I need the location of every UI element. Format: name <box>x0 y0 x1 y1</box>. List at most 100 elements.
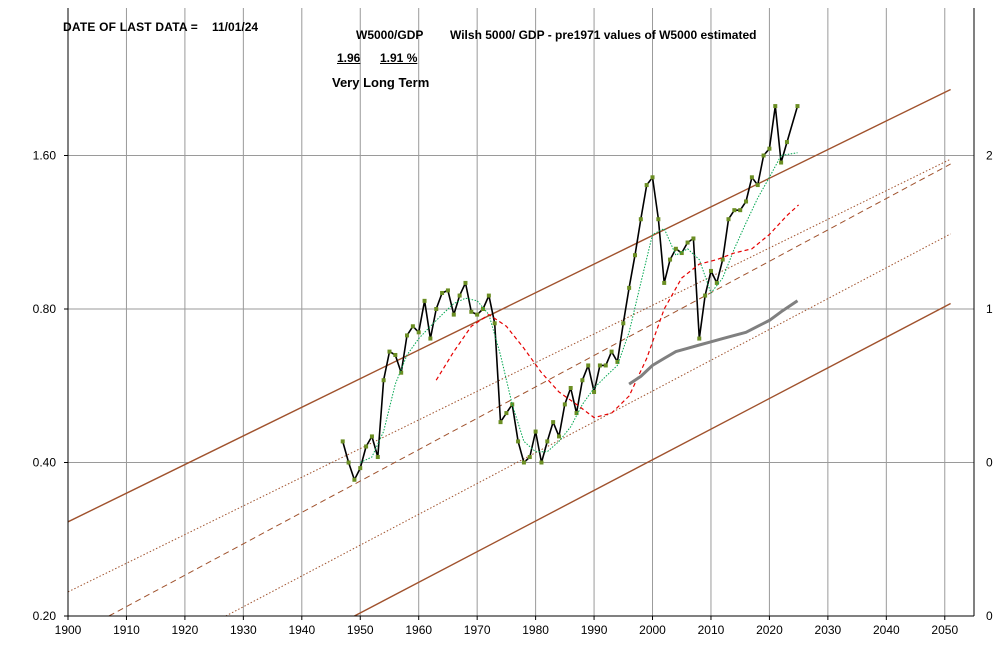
y-tick-label: 0.20 <box>33 609 57 623</box>
ratio-point <box>516 439 521 444</box>
ratio-point <box>399 370 404 375</box>
ratio-point <box>457 293 462 298</box>
ratio-point <box>662 280 667 285</box>
ratio-point <box>510 402 515 407</box>
ratio-point <box>627 285 632 290</box>
ratio-point <box>562 402 567 407</box>
ratio-point <box>592 389 597 394</box>
ratio-point <box>779 160 784 165</box>
stat-value-b: 1.91 % <box>380 51 418 65</box>
chart-title-left: W5000/GDP <box>356 28 424 42</box>
ratio-point <box>615 359 620 364</box>
series-line-fast_ma <box>360 152 798 463</box>
ratio-point <box>597 363 602 368</box>
y-right-tick-label: 1 <box>986 302 993 316</box>
channel-line-upper_1 <box>68 158 951 593</box>
series-line-slow_ma <box>435 204 800 419</box>
ratio-point <box>521 460 526 465</box>
ratio-point <box>492 321 497 326</box>
ratio-point <box>656 217 661 222</box>
ratio-point <box>621 321 626 326</box>
ratio-point <box>463 280 468 285</box>
y-right-tick-label: 2 <box>986 149 993 163</box>
ratio-point <box>732 208 737 213</box>
chart-subtitle: Very Long Term <box>332 75 430 90</box>
ratio-point <box>650 175 655 180</box>
y-right-tick-label: 0 <box>986 456 993 470</box>
ratio-point <box>749 175 754 180</box>
chart-title-right: Wilsh 5000/ GDP - pre1971 values of W500… <box>450 28 757 42</box>
ratio-point <box>486 293 491 298</box>
ratio-point <box>451 312 456 317</box>
ratio-point <box>703 293 708 298</box>
ratio-point <box>358 466 363 471</box>
ratio-point <box>744 199 749 204</box>
ratio-point <box>795 104 800 109</box>
ratio-point <box>364 444 369 449</box>
trend-channel <box>68 88 951 616</box>
ratio-point <box>556 434 561 439</box>
ratio-point <box>346 460 351 465</box>
ratio-point <box>410 324 415 329</box>
channel-line-lower_2 <box>354 302 951 616</box>
ratio-point <box>393 352 398 357</box>
x-tick-label: 2030 <box>815 623 842 637</box>
chart-series <box>340 104 800 482</box>
ratio-point <box>708 268 713 273</box>
ratio-point <box>773 104 778 109</box>
ratio-point <box>352 477 357 482</box>
x-tick-label: 1920 <box>172 623 199 637</box>
ratio-point <box>498 420 503 425</box>
ratio-point <box>691 236 696 241</box>
ratio-point <box>340 439 345 444</box>
x-tick-label: 1930 <box>230 623 257 637</box>
ratio-point <box>434 307 439 311</box>
ratio-point <box>504 411 509 416</box>
stat-value-a: 1.96 <box>337 51 361 65</box>
channel-line-lower_1 <box>225 233 951 616</box>
ratio-point <box>539 460 544 465</box>
ratio-point <box>586 363 591 368</box>
x-tick-label: 2020 <box>756 623 783 637</box>
ratio-point <box>632 253 637 258</box>
x-tick-label: 1910 <box>113 623 140 637</box>
ratio-point <box>720 257 725 262</box>
channel-line-upper_2 <box>68 88 951 523</box>
ratio-point <box>533 429 538 434</box>
x-tick-label: 2000 <box>639 623 666 637</box>
ratio-point <box>580 378 585 383</box>
chart-gridlines <box>68 8 974 617</box>
ratio-point <box>673 246 678 251</box>
ratio-point <box>679 251 684 256</box>
x-tick-label: 1950 <box>347 623 374 637</box>
x-tick-label: 1990 <box>581 623 608 637</box>
ratio-point <box>475 312 480 317</box>
ratio-point <box>568 385 573 390</box>
last-data-value: 11/01/24 <box>212 20 259 34</box>
x-tick-label: 1940 <box>288 623 315 637</box>
ratio-point <box>609 349 614 354</box>
ratio-point <box>638 217 643 222</box>
x-tick-label: 1980 <box>522 623 549 637</box>
ratio-point <box>422 298 427 303</box>
chart-axes: 1900 1910 1920 1930 1940 1950 1960 1970 1980 1990… <box>33 8 993 637</box>
ratio-point <box>685 240 690 245</box>
channel-line-center <box>108 163 951 616</box>
y-right-tick-label: 0 <box>986 609 993 623</box>
x-tick-label: 1970 <box>464 623 491 637</box>
ratio-point <box>761 153 766 158</box>
x-tick-label: 2050 <box>931 623 958 637</box>
ratio-point <box>369 434 374 439</box>
ratio-point <box>428 336 433 341</box>
ratio-point <box>527 455 532 460</box>
last-data-label: DATE OF LAST DATA = <box>63 20 199 34</box>
ratio-point <box>381 378 386 383</box>
x-tick-label: 1900 <box>55 623 82 637</box>
ratio-point <box>551 420 556 425</box>
ratio-point <box>440 290 445 295</box>
ratio-point <box>387 349 392 354</box>
y-tick-label: 0.80 <box>33 302 57 316</box>
ratio-point <box>697 336 702 341</box>
ratio-point <box>755 183 760 188</box>
